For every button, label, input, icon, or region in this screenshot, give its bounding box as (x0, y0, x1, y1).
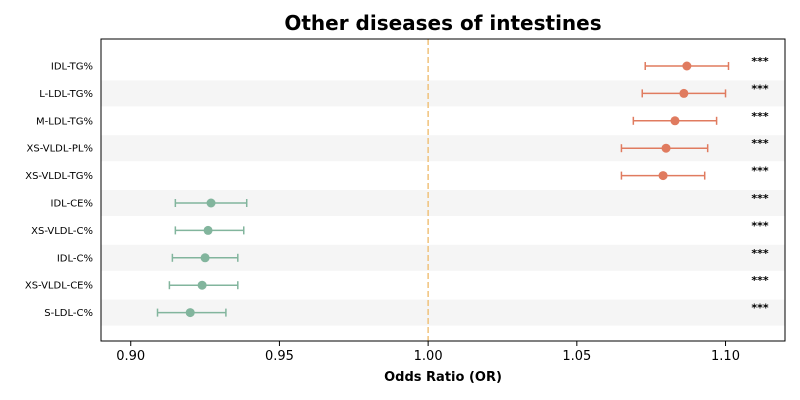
category-label: IDL-TG% (51, 62, 93, 73)
x-tick-label: 1.05 (562, 349, 591, 364)
category-label: XS-VLDL-C% (31, 226, 93, 237)
category-label: M-LDL-TG% (36, 116, 93, 127)
point-estimate (679, 88, 689, 98)
x-tick-label: 0.95 (265, 349, 294, 364)
category-label: S-LDL-C% (44, 308, 93, 319)
category-label: IDL-C% (57, 253, 93, 264)
significance-label: *** (751, 165, 769, 178)
point-estimate (682, 61, 692, 71)
category-label: IDL-CE% (51, 199, 93, 210)
estimate-mark (632, 116, 718, 126)
point-estimate (670, 116, 680, 126)
significance-label: *** (751, 110, 769, 123)
point-estimate (203, 225, 213, 235)
estimate-mark (620, 171, 706, 181)
point-estimate (200, 253, 210, 263)
estimate-mark (644, 61, 730, 71)
x-tick-label: 1.00 (414, 349, 443, 364)
data-marks (156, 61, 730, 318)
category-label: L-LDL-TG% (39, 89, 93, 100)
point-estimate (661, 143, 671, 153)
estimate-mark (641, 88, 727, 98)
significance-label: *** (751, 247, 769, 260)
category-labels: IDL-TG% L-LDL-TG% M-LDL-TG% XS-VLDL-PL% XS-V… (25, 62, 93, 320)
estimate-mark (168, 280, 239, 290)
x-axis: 0.90 0.95 1.00 1.05 1.10 (116, 341, 740, 364)
significance-label: *** (751, 274, 769, 287)
significance-label: *** (751, 137, 769, 150)
category-label: XS-VLDL-CE% (25, 281, 93, 292)
chart-title: Other diseases of intestines (284, 11, 601, 35)
estimate-mark (174, 198, 248, 208)
point-estimate (185, 308, 195, 318)
significance-label: *** (751, 302, 769, 315)
x-tick-label: 1.10 (711, 349, 740, 364)
category-label: XS-VLDL-PL% (27, 144, 93, 155)
significance-label: *** (751, 192, 769, 205)
point-estimate (658, 171, 668, 181)
category-label: XS-VLDL-TG% (25, 171, 93, 182)
estimate-mark (174, 225, 245, 235)
point-estimate (197, 280, 207, 290)
point-estimate (206, 198, 216, 208)
estimate-mark (156, 308, 227, 318)
estimate-mark (171, 253, 239, 263)
x-axis-label: Odds Ratio (OR) (384, 370, 502, 385)
estimate-mark (620, 143, 709, 153)
significance-label: *** (751, 82, 769, 95)
significance-labels: *** *** *** *** *** *** *** *** *** *** (751, 55, 769, 315)
plot-frame (100, 38, 786, 342)
x-tick-label: 0.90 (116, 349, 145, 364)
significance-label: *** (751, 219, 769, 232)
significance-label: *** (751, 55, 769, 68)
